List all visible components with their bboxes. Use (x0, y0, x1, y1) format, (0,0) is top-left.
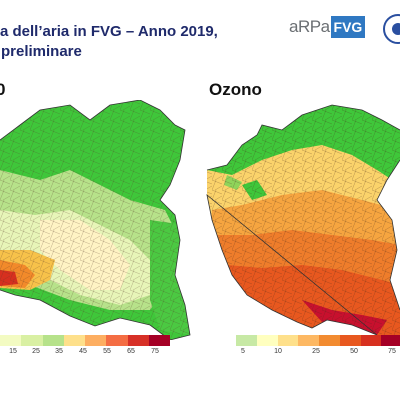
logo-text-arpa: aRPa (289, 17, 330, 36)
scale-swatch (63, 335, 85, 346)
scale-tick-label: 75 (151, 348, 159, 355)
scale-swatch (42, 335, 64, 346)
page-title: a dell’aria in FVG – Anno 2019, prelimin… (0, 22, 250, 62)
scale-swatch (127, 335, 149, 346)
map-left (0, 100, 191, 340)
color-scale-ozono (236, 335, 400, 346)
scale-tick-label: 5 (241, 348, 245, 355)
map-right (206, 104, 400, 336)
arpa-fvg-logo: aRPa FVG (289, 16, 366, 38)
scale-tick-label: 75 (388, 348, 396, 355)
scale-tick-label: 45 (79, 348, 87, 355)
scale-swatch (21, 335, 43, 346)
scale-tick-label: 65 (127, 348, 135, 355)
map-right-border (206, 104, 400, 336)
scale-swatch (148, 335, 170, 346)
map-left-border (0, 100, 191, 340)
scale-swatch (319, 335, 340, 346)
logo-text-fvg: FVG (330, 16, 366, 38)
scale-tick-label: 25 (32, 348, 40, 355)
region-seal-icon (383, 14, 400, 44)
scale-swatch (85, 335, 107, 346)
color-scale-left (0, 335, 170, 346)
scale-swatch (0, 335, 22, 346)
scale-swatch (339, 335, 361, 346)
scale-swatch (298, 335, 319, 346)
scale-tick-label: 55 (103, 348, 111, 355)
scale-tick-label: 15 (9, 348, 17, 355)
scale-tick-label: 25 (312, 348, 320, 355)
title-line-2: preliminare (1, 43, 82, 60)
scale-swatch (277, 335, 299, 346)
scale-swatch (381, 335, 400, 346)
scale-swatch (236, 335, 257, 346)
scale-swatch (360, 335, 382, 346)
scale-tick-label: 35 (55, 348, 63, 355)
title-line-1: a dell’aria in FVG – Anno 2019, (0, 23, 218, 40)
map-left-region (0, 100, 190, 340)
scale-tick-label: 50 (350, 348, 358, 355)
scale-swatch (256, 335, 278, 346)
panel-title-ozono: Ozono (209, 80, 262, 99)
scale-swatch (106, 335, 128, 346)
map-right-region (207, 105, 400, 335)
scale-tick-label: 10 (274, 348, 282, 355)
panel-title-left: 0 (0, 80, 6, 99)
